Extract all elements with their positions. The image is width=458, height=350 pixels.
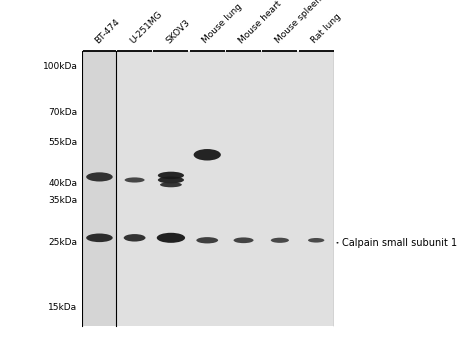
Text: Calpain small subunit 1: Calpain small subunit 1 bbox=[342, 238, 457, 248]
Text: 35kDa: 35kDa bbox=[48, 196, 77, 204]
Text: Mouse spleen: Mouse spleen bbox=[273, 0, 324, 45]
Text: Mouse heart: Mouse heart bbox=[237, 0, 284, 45]
Text: Rat lung: Rat lung bbox=[310, 12, 343, 45]
Ellipse shape bbox=[86, 233, 113, 242]
Ellipse shape bbox=[158, 176, 184, 183]
Text: 55kDa: 55kDa bbox=[48, 138, 77, 147]
Text: SKOV3: SKOV3 bbox=[164, 18, 192, 45]
Text: 25kDa: 25kDa bbox=[49, 238, 77, 247]
Ellipse shape bbox=[125, 177, 145, 183]
Ellipse shape bbox=[308, 238, 324, 243]
Text: 40kDa: 40kDa bbox=[49, 178, 77, 188]
Ellipse shape bbox=[196, 237, 218, 244]
Ellipse shape bbox=[157, 233, 185, 243]
Bar bbox=[116, 51, 334, 326]
Ellipse shape bbox=[271, 238, 289, 243]
Ellipse shape bbox=[86, 172, 113, 182]
Text: 70kDa: 70kDa bbox=[48, 107, 77, 117]
Ellipse shape bbox=[234, 237, 254, 243]
Ellipse shape bbox=[158, 172, 184, 179]
Ellipse shape bbox=[124, 234, 146, 241]
Text: 15kDa: 15kDa bbox=[48, 303, 77, 312]
Text: U-251MG: U-251MG bbox=[128, 9, 164, 45]
Text: Mouse lung: Mouse lung bbox=[201, 2, 244, 45]
Text: BT-474: BT-474 bbox=[93, 17, 121, 45]
Text: 100kDa: 100kDa bbox=[43, 62, 77, 71]
Bar bbox=[82, 51, 116, 326]
Ellipse shape bbox=[160, 182, 182, 187]
Ellipse shape bbox=[194, 149, 221, 161]
